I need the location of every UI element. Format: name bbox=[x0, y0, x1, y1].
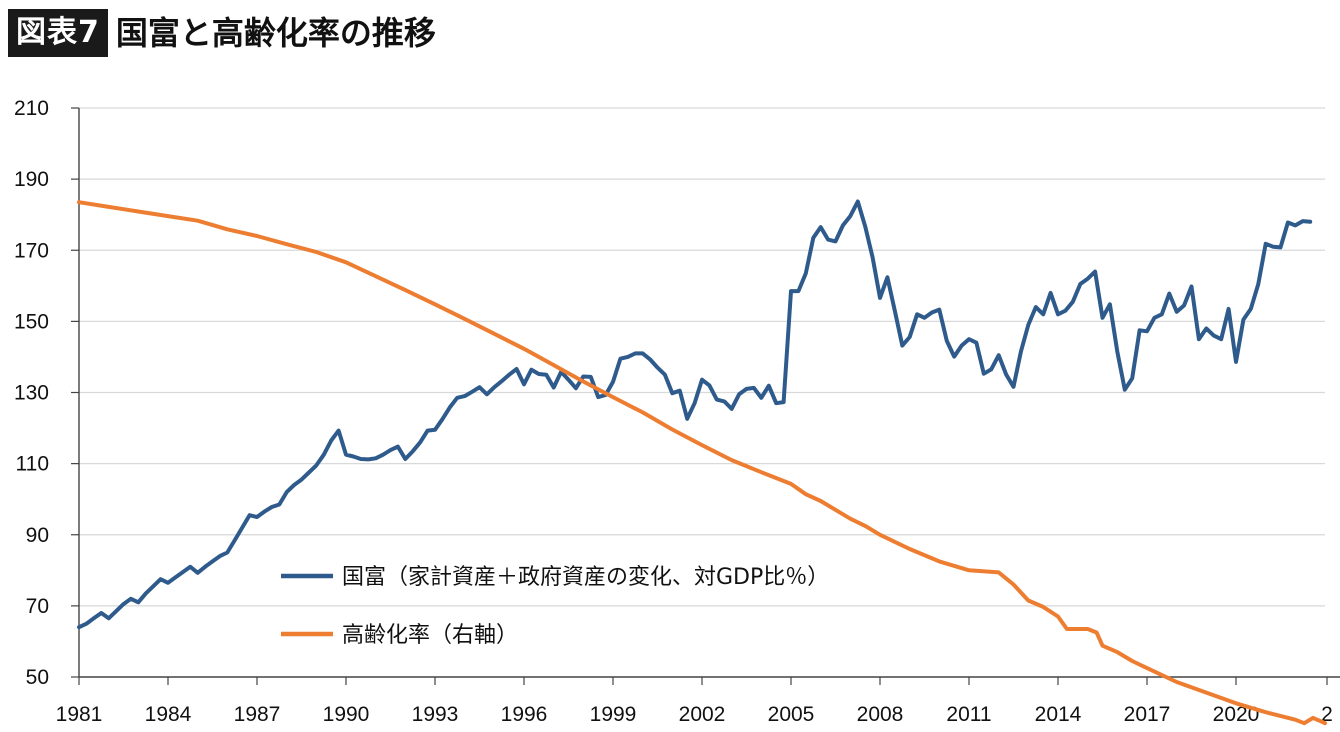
figure-badge: 図表7 bbox=[8, 9, 108, 57]
x-tick-label: 1987 bbox=[234, 703, 281, 726]
y-tick-label: 70 bbox=[26, 595, 49, 618]
chart-title: 国富と高齢化率の推移 bbox=[115, 14, 436, 52]
y-tick-label: 90 bbox=[26, 524, 49, 547]
y-tick-label: 210 bbox=[14, 97, 49, 120]
x-tick-label: 2008 bbox=[857, 703, 904, 726]
x-tick-label: 1984 bbox=[145, 703, 192, 726]
x-axis-ticks: 1981 1984 1987 1990 1993 1996 1999 2002 2005 2008… bbox=[56, 677, 1333, 726]
x-tick-label: 1981 bbox=[56, 703, 103, 726]
x-tick-label: 2017 bbox=[1124, 703, 1171, 726]
x-tick-label: 1999 bbox=[590, 703, 637, 726]
x-tick-label: 1990 bbox=[323, 703, 370, 726]
x-tick-label: 2 bbox=[1321, 703, 1333, 726]
legend: 国富（家計資産＋政府資産の変化、対GDP比％） 高齢化率（右軸） bbox=[281, 565, 829, 648]
x-tick-label: 2005 bbox=[768, 703, 815, 726]
y-tick-label: 130 bbox=[14, 382, 49, 405]
y-axis-ticks: 50 70 90 110 130 150 170 190 210 bbox=[14, 97, 79, 689]
series-line-kokufu bbox=[77, 199, 1313, 630]
y-tick-label: 150 bbox=[14, 310, 49, 333]
legend-label: 国富（家計資産＋政府資産の変化、対GDP比％） bbox=[342, 565, 829, 590]
series-line-aging-rate bbox=[77, 200, 1327, 726]
y-tick-label: 110 bbox=[16, 453, 49, 476]
header: 図表7 国富と高齢化率の推移 bbox=[8, 8, 436, 58]
grid bbox=[79, 107, 1325, 607]
y-tick-label: 170 bbox=[14, 239, 49, 262]
series-group bbox=[77, 199, 1327, 726]
legend-label: 高齢化率（右軸） bbox=[342, 623, 518, 648]
x-tick-label: 1996 bbox=[501, 703, 548, 726]
y-tick-label: 50 bbox=[26, 666, 49, 689]
x-tick-label: 1993 bbox=[412, 703, 459, 726]
x-tick-label: 2002 bbox=[679, 703, 726, 726]
x-tick-label: 2011 bbox=[946, 703, 991, 726]
y-tick-label: 190 bbox=[14, 168, 49, 191]
x-tick-label: 2014 bbox=[1035, 703, 1082, 726]
